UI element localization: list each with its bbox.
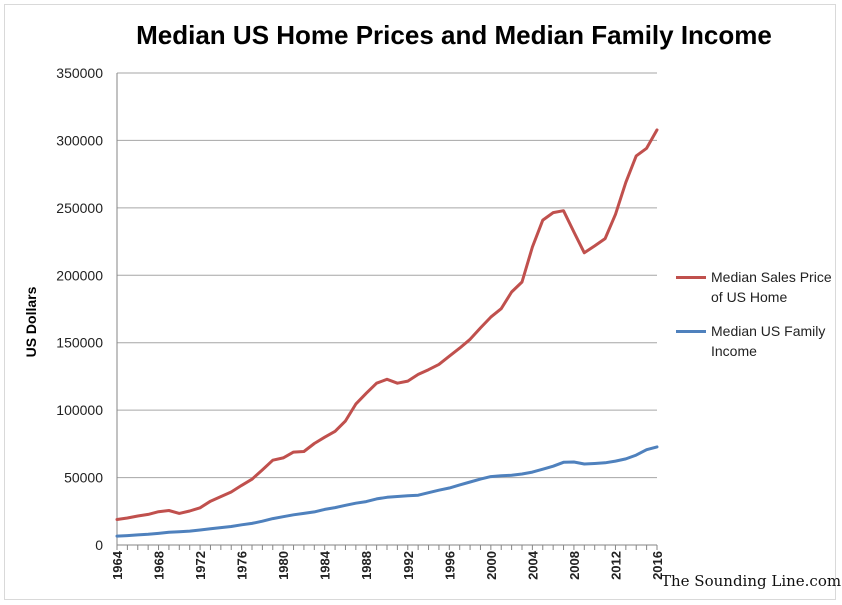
- x-tick-label: 1972: [193, 551, 208, 580]
- y-tick-label: 100000: [56, 402, 103, 418]
- x-tick-label: 1984: [318, 550, 333, 580]
- y-tick-label: 300000: [56, 132, 103, 148]
- chart-title: Median US Home Prices and Median Family …: [136, 20, 772, 50]
- series-line-family-income: [115, 445, 659, 538]
- y-tick-label: 0: [95, 537, 103, 553]
- y-tick-label: 250000: [56, 200, 103, 216]
- x-tick-label: 2008: [567, 551, 582, 580]
- x-tick-label: 1980: [276, 551, 291, 580]
- x-tick-label: 1992: [401, 551, 416, 580]
- x-tick-label: 1996: [442, 551, 457, 580]
- y-tick-label: 50000: [64, 470, 103, 486]
- series-line-home-price: [115, 128, 659, 521]
- x-tick-label: 1968: [152, 551, 167, 580]
- y-tick-label: 150000: [56, 335, 103, 351]
- legend-label-home-price: Median Sales Price of US Home: [711, 269, 832, 305]
- x-tick-label: 1988: [359, 551, 374, 580]
- chart-area: [4, 4, 836, 600]
- x-tick-label: 1964: [110, 550, 125, 580]
- source-credit: The Sounding Line.com: [661, 572, 842, 590]
- legend-swatch-home-price: [676, 276, 706, 279]
- legend-swatch-family-income: [676, 330, 706, 333]
- legend-label-family-income: Median US Family Income: [711, 323, 826, 359]
- x-tick-label: 1976: [235, 551, 250, 580]
- x-tick-label: 2004: [525, 550, 540, 580]
- y-tick-label: 350000: [56, 65, 103, 81]
- x-tick-label: 2000: [484, 551, 499, 580]
- x-tick-label: 2016: [650, 551, 665, 580]
- x-tick-label: 2012: [608, 551, 623, 580]
- y-tick-label: 200000: [56, 267, 103, 283]
